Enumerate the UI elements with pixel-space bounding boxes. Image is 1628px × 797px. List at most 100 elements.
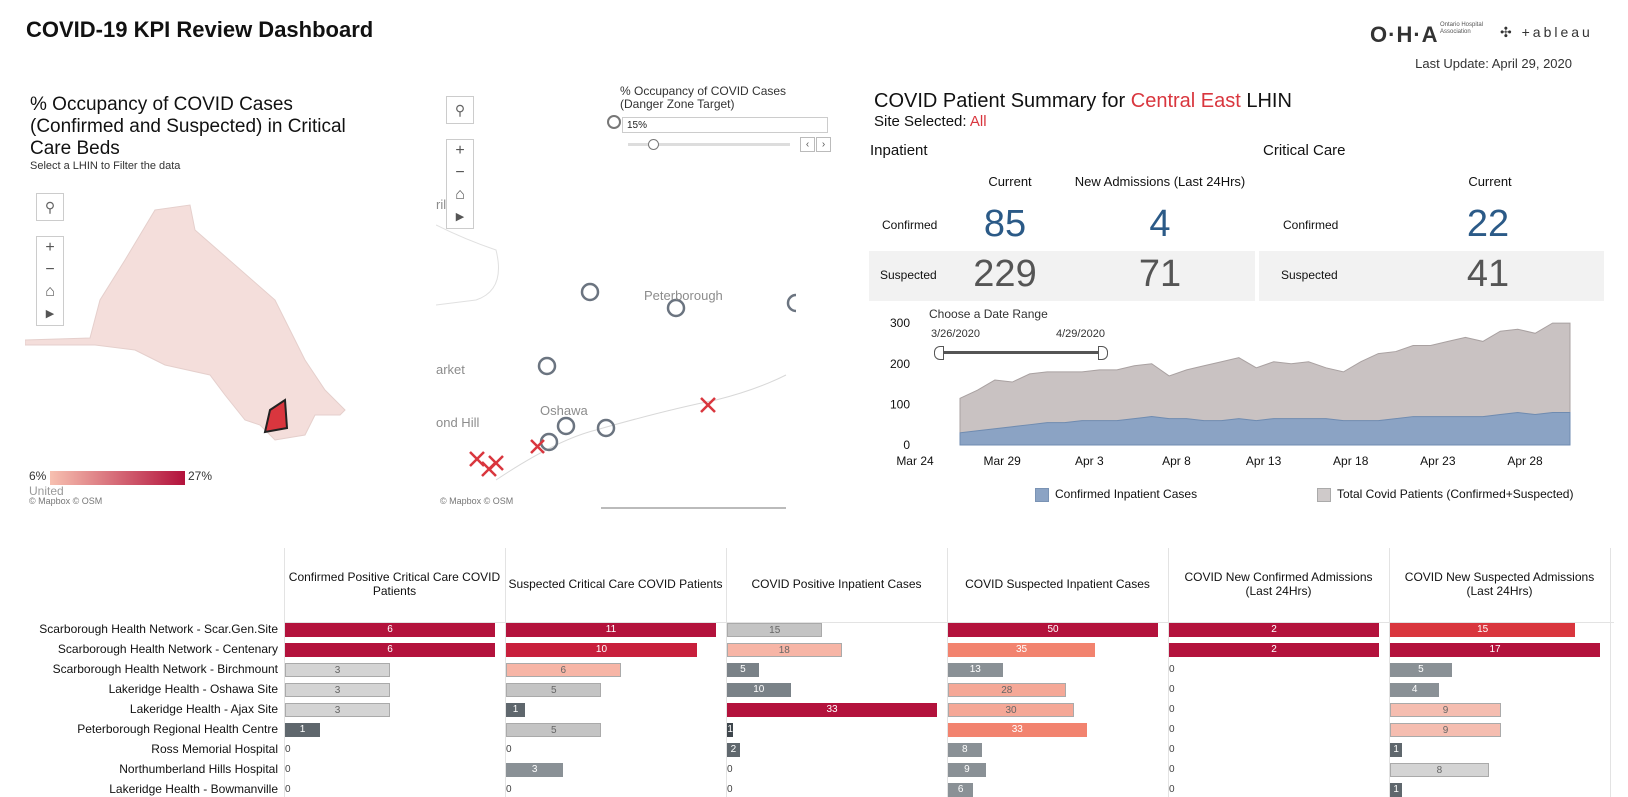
site-map[interactable] [436,90,796,510]
cc-suspected-current[interactable]: 41 [1466,253,1510,295]
site-marker[interactable] [666,298,686,318]
table-bar[interactable]: 1 [506,703,526,717]
table-bar[interactable]: 0 [1169,664,1175,675]
play-icon[interactable]: ▶ [455,211,465,223]
site-map-search-button[interactable]: ⚲ [446,96,474,124]
inpatient-suspected-current[interactable]: 229 [973,253,1037,295]
table-bar[interactable]: 9 [948,763,986,777]
table-bar[interactable]: 6 [285,623,495,637]
table-bar[interactable]: 2 [1169,623,1379,637]
table-bar[interactable]: 33 [727,703,937,717]
slider-circle-icon[interactable] [607,115,621,129]
table-bar[interactable]: 28 [948,683,1066,697]
date-range-start-handle[interactable] [934,346,944,360]
table-row-label[interactable]: Ross Memorial Hospital [151,742,278,756]
table-bar[interactable]: 3 [285,703,390,717]
home-icon[interactable]: ⌂ [455,186,465,203]
cc-confirmed-current[interactable]: 22 [1466,203,1510,245]
table-bar[interactable]: 0 [1169,744,1175,755]
table-bar[interactable]: 0 [1169,764,1175,775]
chevron-left-icon[interactable]: ‹ [800,137,815,152]
zoom-in-button[interactable]: + [45,239,55,256]
table-bar[interactable]: 0 [727,784,733,795]
danger-zone-value-input[interactable]: 15% [622,117,828,133]
table-row-label[interactable]: Scarborough Health Network - Centenary [57,642,278,656]
table-bar[interactable]: 1 [1390,783,1403,797]
table-bar[interactable]: 9 [1390,723,1502,737]
table-row-label[interactable]: Northumberland Hills Hospital [119,762,278,776]
table-column-header[interactable]: COVID New Suspected Admissions (Last 24H… [1404,570,1595,598]
table-bar[interactable]: 0 [1169,704,1175,715]
map-search-button[interactable]: ⚲ [36,193,64,221]
table-bar[interactable]: 35 [948,643,1095,657]
patients-area-chart[interactable]: 0 100 200 300 Mar 24 Mar 29 Apr 3 Apr 8 Apr 13 Ap… [870,305,1580,475]
table-bar[interactable]: 3 [285,683,390,697]
site-marker[interactable] [556,416,576,436]
ontario-region-shape[interactable] [25,204,346,441]
table-row-label[interactable]: Lakeridge Health - Oshawa Site [108,682,278,696]
table-bar[interactable]: 3 [285,663,390,677]
table-bar[interactable]: 8 [948,743,982,757]
table-bar[interactable]: 0 [1169,724,1175,735]
table-bar[interactable]: 0 [727,764,733,775]
table-bar[interactable]: 9 [1390,703,1502,717]
table-bar[interactable]: 5 [727,663,759,677]
table-bar[interactable]: 0 [1169,684,1175,695]
table-bar[interactable]: 0 [285,744,291,755]
table-column-header[interactable]: COVID New Confirmed Admissions (Last 24H… [1184,570,1373,598]
table-bar[interactable]: 6 [506,663,621,677]
date-range-slider-track[interactable] [940,351,1100,354]
table-bar[interactable]: 10 [506,643,697,657]
danger-zone-slider-track[interactable] [628,143,790,146]
table-bar[interactable]: 33 [948,723,1087,737]
play-icon[interactable]: ▶ [45,308,55,320]
home-icon[interactable]: ⌂ [45,283,55,300]
table-bar[interactable]: 2 [1169,643,1379,657]
legend-total[interactable]: Total Covid Patients (Confirmed+Suspecte… [1317,487,1573,502]
zoom-in-button[interactable]: + [455,142,465,159]
table-row-label[interactable]: Lakeridge Health - Bowmanville [109,782,278,796]
chevron-right-icon[interactable]: › [816,137,831,152]
zoom-out-button[interactable]: − [455,164,465,181]
table-row-label[interactable]: Scarborough Health Network - Scar.Gen.Si… [39,622,278,636]
table-bar[interactable]: 30 [948,703,1074,717]
table-bar[interactable]: 8 [1390,763,1489,777]
table-bar[interactable]: 6 [285,643,495,657]
table-column-header[interactable]: Confirmed Positive Critical Care COVID P… [288,570,501,598]
table-bar[interactable]: 0 [285,784,291,795]
table-bar[interactable]: 4 [1390,683,1440,697]
table-bar[interactable]: 15 [1390,623,1576,637]
table-bar[interactable]: 1 [285,723,320,737]
table-bar[interactable]: 3 [506,763,564,777]
table-bar[interactable]: 6 [948,783,974,797]
site-marker[interactable] [786,293,796,313]
danger-zone-slider-handle[interactable] [648,139,659,150]
table-bar[interactable]: 18 [727,643,842,657]
ontario-map[interactable] [25,200,365,460]
table-bar[interactable]: 13 [948,663,1003,677]
table-bar[interactable]: 17 [1390,643,1600,657]
zoom-out-button[interactable]: − [45,261,55,278]
table-bar[interactable]: 15 [727,623,823,637]
table-column-header[interactable]: COVID Suspected Inpatient Cases [965,577,1150,591]
table-column-header[interactable]: COVID Positive Inpatient Cases [751,577,922,591]
table-bar[interactable]: 10 [727,683,791,697]
site-marker[interactable] [537,356,557,376]
table-row-label[interactable]: Peterborough Regional Health Centre [77,722,278,736]
table-bar[interactable]: 5 [506,683,602,697]
central-east-lhin-shape[interactable] [263,398,289,434]
table-bar[interactable]: 1 [1390,743,1403,757]
site-marker[interactable] [596,418,616,438]
total-patients-area[interactable] [959,322,1571,446]
site-marker[interactable] [580,282,600,302]
date-range-end-handle[interactable] [1098,346,1108,360]
table-bar[interactable]: 5 [506,723,602,737]
confirmed-inpatient-area[interactable] [959,411,1571,446]
table-bar[interactable]: 0 [1169,784,1175,795]
table-bar[interactable]: 0 [506,784,512,795]
table-bar[interactable]: 1 [727,723,734,737]
table-bar[interactable]: 50 [948,623,1158,637]
table-bar[interactable]: 2 [727,743,740,757]
legend-confirmed[interactable]: Confirmed Inpatient Cases [1035,487,1197,502]
table-row-label[interactable]: Lakeridge Health - Ajax Site [129,702,278,716]
